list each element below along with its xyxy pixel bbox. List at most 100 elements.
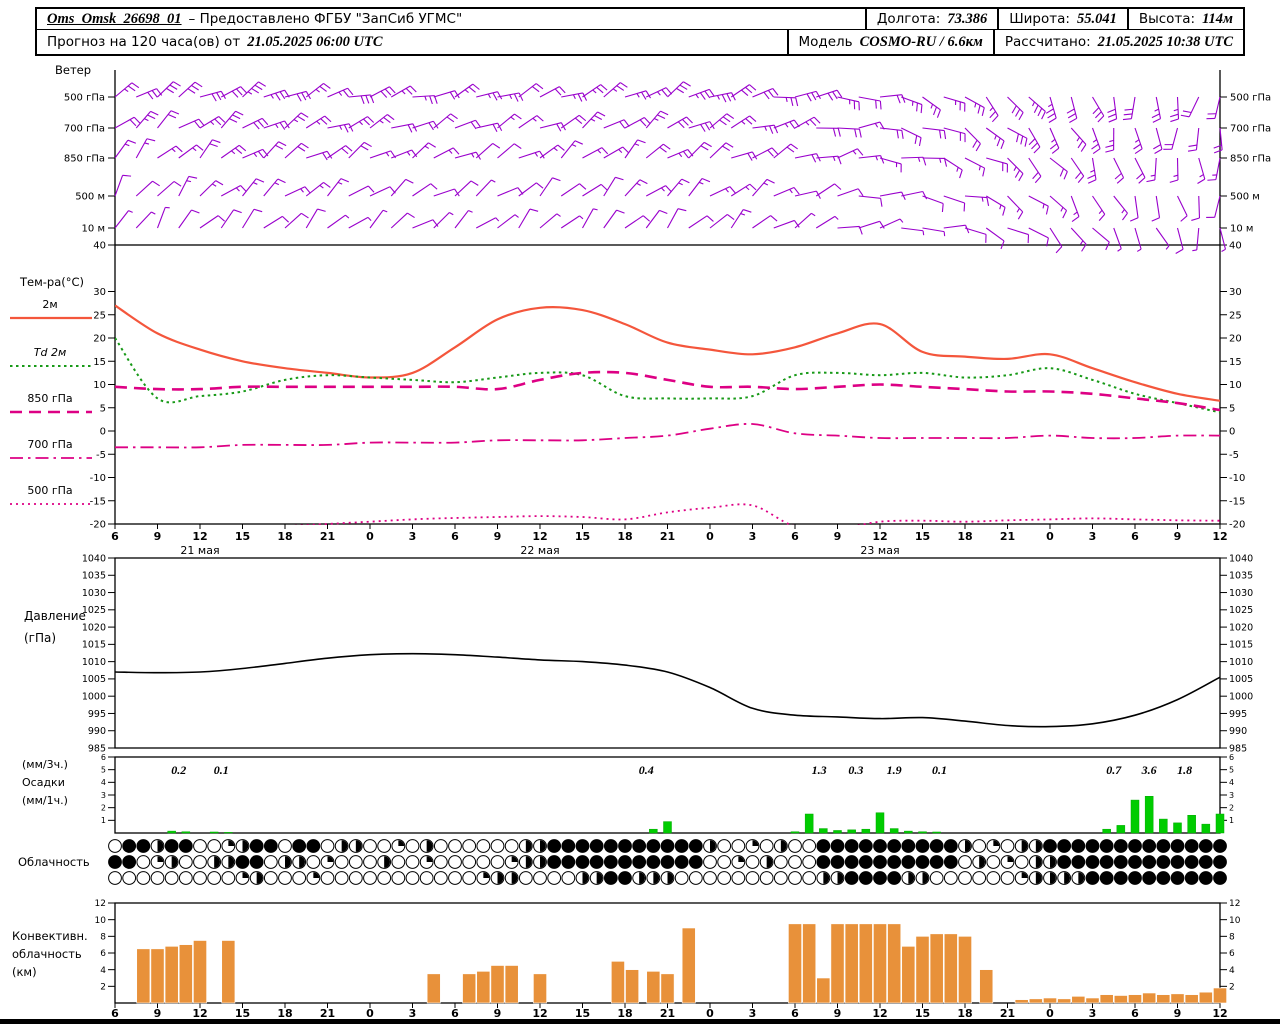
svg-text:4: 4: [101, 778, 106, 787]
forecast-time: 21.05.2025 06:00 UTC: [247, 33, 383, 50]
wind-panel: Ветер 500 гПа 500 гПа 700 гПа 700 гПа 850 гПа…: [55, 63, 1271, 254]
svg-text:18: 18: [277, 530, 292, 543]
wind-barb-row: [114, 174, 1221, 222]
svg-text:-15: -15: [90, 496, 106, 507]
svg-text:(мм/1ч.): (мм/1ч.): [22, 794, 68, 807]
svg-text:6: 6: [100, 949, 106, 959]
header-altitude-segment: Высота: 114м: [1126, 9, 1243, 29]
svg-text:8: 8: [1229, 932, 1235, 942]
svg-text:15: 15: [915, 1007, 930, 1020]
calc-segment: Рассчитано: 21.05.2025 10:38 UTC: [992, 30, 1243, 54]
wind-barb-row: [114, 138, 1221, 184]
svg-text:6: 6: [1229, 753, 1234, 762]
svg-text:18: 18: [617, 530, 632, 543]
calc-time: 21.05.2025 10:38 UTC: [1097, 33, 1233, 50]
svg-text:10 м: 10 м: [82, 224, 105, 235]
svg-text:985: 985: [88, 743, 106, 754]
svg-text:1030: 1030: [1229, 588, 1253, 599]
svg-text:9: 9: [834, 1007, 842, 1020]
svg-text:3: 3: [409, 1007, 417, 1020]
svg-text:0.1: 0.1: [214, 763, 229, 777]
svg-text:6: 6: [1131, 1007, 1139, 1020]
svg-text:9: 9: [494, 530, 502, 543]
svg-text:1010: 1010: [82, 657, 106, 668]
x-axis: 6 6 9 9 12 12 15 15 18 18 21 21 0 0 3 3 6 6 9 9 12 12 15 15 18 18…: [111, 524, 1228, 1020]
svg-text:15: 15: [575, 530, 590, 543]
svg-text:2: 2: [1229, 982, 1235, 992]
svg-text:21: 21: [320, 530, 335, 543]
altitude-label: Высота:: [1138, 11, 1196, 27]
svg-text:12: 12: [95, 899, 106, 909]
svg-text:1020: 1020: [82, 622, 106, 633]
svg-text:1.3: 1.3: [812, 763, 827, 777]
svg-text:12: 12: [872, 530, 887, 543]
svg-text:18: 18: [277, 1007, 292, 1020]
model-segment: Модель COSMO-RU / 6.6км: [786, 30, 993, 54]
svg-text:21: 21: [660, 530, 675, 543]
svg-text:1020: 1020: [1229, 622, 1253, 633]
svg-text:1040: 1040: [82, 553, 106, 564]
svg-text:18: 18: [957, 1007, 972, 1020]
wind-barb-row: [114, 206, 1227, 254]
svg-text:5: 5: [1229, 765, 1234, 774]
calc-label: Рассчитано:: [1004, 34, 1091, 50]
svg-text:1000: 1000: [1229, 692, 1253, 703]
svg-text:(км): (км): [12, 965, 37, 979]
svg-text:10 м: 10 м: [1230, 224, 1253, 235]
precip-panel: (мм/3ч.) Осадки (мм/1ч.) 0.2 0.1 0.4 1.3 0.3 1.9…: [22, 758, 1225, 834]
svg-text:18: 18: [617, 1007, 632, 1020]
svg-text:3: 3: [1229, 791, 1234, 800]
svg-text:Облачность: Облачность: [18, 855, 90, 869]
svg-text:5: 5: [101, 765, 106, 774]
svg-text:0: 0: [706, 1007, 714, 1020]
svg-text:-5: -5: [96, 450, 106, 461]
svg-text:3: 3: [1089, 530, 1097, 543]
svg-text:3.6: 3.6: [1141, 763, 1157, 777]
svg-text:0: 0: [1229, 427, 1235, 438]
svg-text:3: 3: [409, 530, 417, 543]
svg-text:6: 6: [451, 530, 459, 543]
svg-text:25: 25: [1229, 310, 1242, 321]
svg-text:21: 21: [1000, 1007, 1015, 1020]
svg-text:1005: 1005: [82, 674, 106, 685]
svg-text:21: 21: [660, 1007, 675, 1020]
header-station-segment: Oms_Omsk_26698_01 – Предоставлено ФГБУ "…: [37, 9, 865, 29]
svg-text:8: 8: [100, 932, 106, 942]
svg-text:-15: -15: [1229, 496, 1245, 507]
svg-text:1015: 1015: [82, 640, 106, 651]
model-label: Модель: [798, 34, 853, 50]
svg-text:990: 990: [1229, 726, 1247, 737]
svg-text:12: 12: [1212, 1007, 1227, 1020]
svg-text:990: 990: [88, 726, 106, 737]
svg-text:2: 2: [100, 982, 106, 992]
svg-text:0: 0: [100, 427, 106, 438]
svg-text:(гПа): (гПа): [24, 631, 56, 645]
svg-text:10: 10: [93, 380, 106, 391]
svg-text:850 гПа: 850 гПа: [27, 392, 72, 405]
svg-text:9: 9: [1174, 1007, 1182, 1020]
svg-text:850 гПа: 850 гПа: [64, 154, 105, 165]
svg-text:30: 30: [1229, 287, 1242, 298]
svg-text:1: 1: [1229, 816, 1234, 825]
svg-text:0: 0: [366, 530, 374, 543]
svg-text:1.8: 1.8: [1177, 763, 1192, 777]
svg-text:12: 12: [532, 1007, 547, 1020]
svg-text:995: 995: [1229, 709, 1247, 720]
svg-text:1010: 1010: [1229, 657, 1253, 668]
svg-text:21: 21: [1000, 530, 1015, 543]
svg-text:12: 12: [192, 1007, 207, 1020]
svg-text:12: 12: [872, 1007, 887, 1020]
svg-text:9: 9: [154, 1007, 162, 1020]
svg-text:(мм/3ч.): (мм/3ч.): [22, 758, 68, 771]
svg-text:1035: 1035: [82, 571, 106, 582]
svg-text:25: 25: [93, 310, 106, 321]
svg-text:6: 6: [111, 530, 119, 543]
longitude-value: 73.386: [947, 10, 988, 27]
svg-text:4: 4: [1229, 778, 1234, 787]
svg-text:500 гПа: 500 гПа: [27, 484, 72, 497]
svg-text:995: 995: [88, 709, 106, 720]
svg-text:1005: 1005: [1229, 674, 1253, 685]
svg-text:15: 15: [235, 530, 250, 543]
svg-text:5: 5: [100, 403, 106, 414]
